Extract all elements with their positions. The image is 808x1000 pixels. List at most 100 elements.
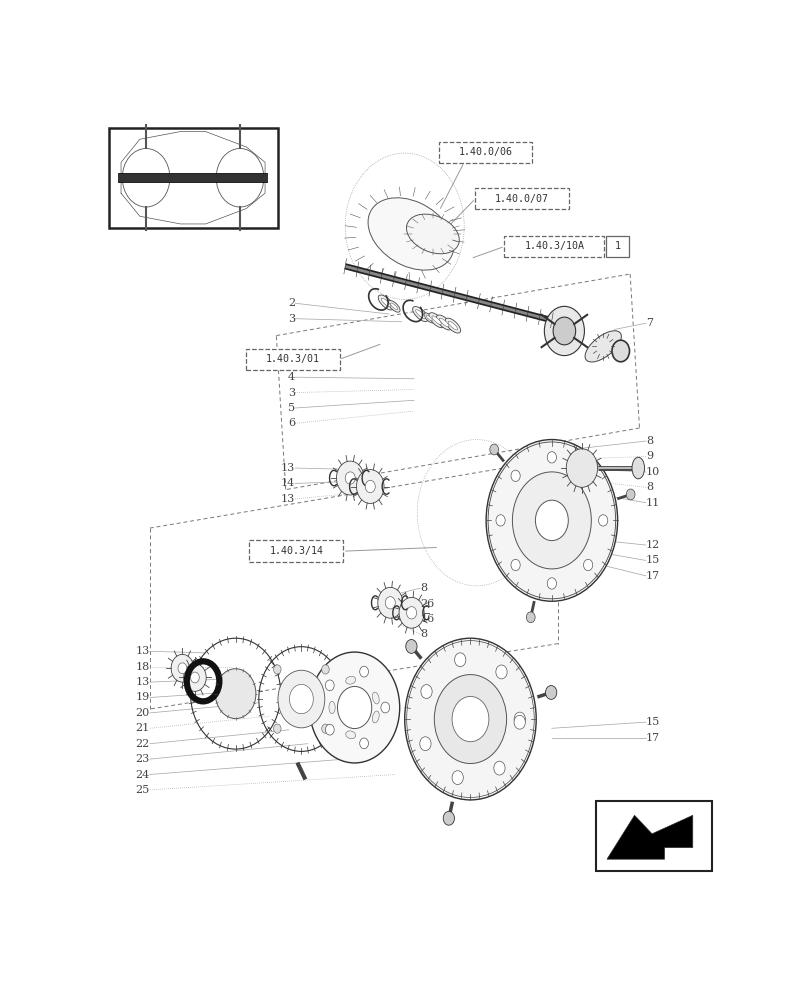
- Circle shape: [289, 684, 314, 714]
- Circle shape: [545, 306, 584, 356]
- Text: 1.40.0/07: 1.40.0/07: [494, 194, 549, 204]
- Text: 1.40.3/10A: 1.40.3/10A: [524, 241, 584, 251]
- Text: 13: 13: [281, 463, 295, 473]
- Text: 1: 1: [615, 241, 621, 251]
- Circle shape: [496, 515, 505, 526]
- Circle shape: [514, 715, 525, 729]
- Circle shape: [612, 340, 629, 362]
- Text: 6: 6: [288, 418, 295, 428]
- Circle shape: [345, 472, 356, 484]
- Circle shape: [494, 761, 505, 775]
- Text: 8: 8: [646, 436, 653, 446]
- Text: 3: 3: [288, 388, 295, 398]
- Circle shape: [434, 675, 507, 764]
- Text: 2: 2: [288, 298, 295, 308]
- Circle shape: [216, 669, 256, 719]
- Circle shape: [406, 607, 417, 619]
- Circle shape: [511, 470, 520, 481]
- Circle shape: [381, 702, 389, 713]
- Circle shape: [360, 738, 368, 749]
- Circle shape: [486, 440, 617, 601]
- Ellipse shape: [424, 313, 434, 323]
- Text: 15: 15: [646, 555, 660, 565]
- Ellipse shape: [378, 295, 393, 310]
- Text: 7: 7: [646, 318, 653, 328]
- Bar: [108, 128, 278, 228]
- Bar: [595, 801, 712, 871]
- Text: 8: 8: [646, 482, 653, 492]
- Circle shape: [322, 724, 329, 733]
- Text: 18: 18: [136, 662, 149, 672]
- Text: 23: 23: [136, 754, 149, 764]
- Ellipse shape: [632, 457, 645, 479]
- Ellipse shape: [381, 298, 390, 307]
- Text: 24: 24: [136, 770, 149, 780]
- Ellipse shape: [432, 316, 441, 325]
- Circle shape: [405, 638, 537, 800]
- Text: 3: 3: [288, 314, 295, 324]
- Circle shape: [526, 612, 535, 623]
- FancyBboxPatch shape: [439, 142, 532, 163]
- Text: 8: 8: [420, 583, 427, 593]
- Circle shape: [421, 685, 432, 698]
- Circle shape: [406, 639, 417, 653]
- Ellipse shape: [346, 731, 356, 739]
- Text: 19: 19: [136, 692, 149, 702]
- Circle shape: [514, 712, 525, 726]
- Text: 21: 21: [136, 723, 149, 733]
- Ellipse shape: [415, 310, 425, 318]
- Ellipse shape: [372, 711, 379, 723]
- Text: 26: 26: [420, 599, 435, 609]
- Circle shape: [338, 686, 372, 729]
- Circle shape: [420, 737, 431, 751]
- Circle shape: [553, 317, 575, 345]
- FancyBboxPatch shape: [504, 235, 604, 257]
- Circle shape: [547, 578, 557, 589]
- Text: 13: 13: [136, 677, 149, 687]
- Text: 1.40.3/14: 1.40.3/14: [269, 546, 323, 556]
- Text: 17: 17: [646, 571, 660, 581]
- Text: 1.40.3/01: 1.40.3/01: [266, 354, 320, 364]
- Ellipse shape: [406, 214, 459, 254]
- Text: 25: 25: [136, 785, 149, 795]
- Text: 20: 20: [136, 708, 149, 718]
- Circle shape: [512, 472, 591, 569]
- Ellipse shape: [368, 198, 454, 270]
- Circle shape: [399, 597, 424, 628]
- Circle shape: [444, 811, 454, 825]
- Text: 9: 9: [646, 451, 653, 461]
- Text: 1.40.0/06: 1.40.0/06: [458, 147, 512, 157]
- Circle shape: [365, 480, 375, 493]
- Circle shape: [496, 665, 507, 679]
- Text: 5: 5: [288, 403, 295, 413]
- Text: 4: 4: [288, 372, 295, 382]
- Circle shape: [326, 724, 335, 735]
- Circle shape: [511, 559, 520, 571]
- Circle shape: [356, 470, 384, 503]
- Text: 13: 13: [136, 646, 149, 656]
- Text: 16: 16: [420, 614, 435, 624]
- Text: 8: 8: [420, 629, 427, 639]
- Text: 17: 17: [646, 733, 660, 743]
- Ellipse shape: [445, 318, 461, 333]
- Circle shape: [583, 470, 593, 481]
- Ellipse shape: [346, 676, 356, 684]
- Circle shape: [566, 449, 598, 487]
- Circle shape: [326, 680, 335, 691]
- Circle shape: [385, 597, 395, 609]
- Text: 10: 10: [646, 467, 660, 477]
- Ellipse shape: [440, 318, 449, 327]
- Ellipse shape: [426, 315, 432, 321]
- Circle shape: [547, 452, 557, 463]
- Circle shape: [626, 489, 635, 500]
- Text: 12: 12: [646, 540, 660, 550]
- Ellipse shape: [372, 692, 379, 704]
- Circle shape: [183, 664, 206, 691]
- Circle shape: [536, 500, 568, 541]
- Circle shape: [452, 771, 463, 785]
- FancyBboxPatch shape: [606, 235, 629, 257]
- Circle shape: [378, 587, 403, 618]
- Ellipse shape: [390, 303, 398, 310]
- Circle shape: [455, 653, 466, 667]
- Circle shape: [599, 515, 608, 526]
